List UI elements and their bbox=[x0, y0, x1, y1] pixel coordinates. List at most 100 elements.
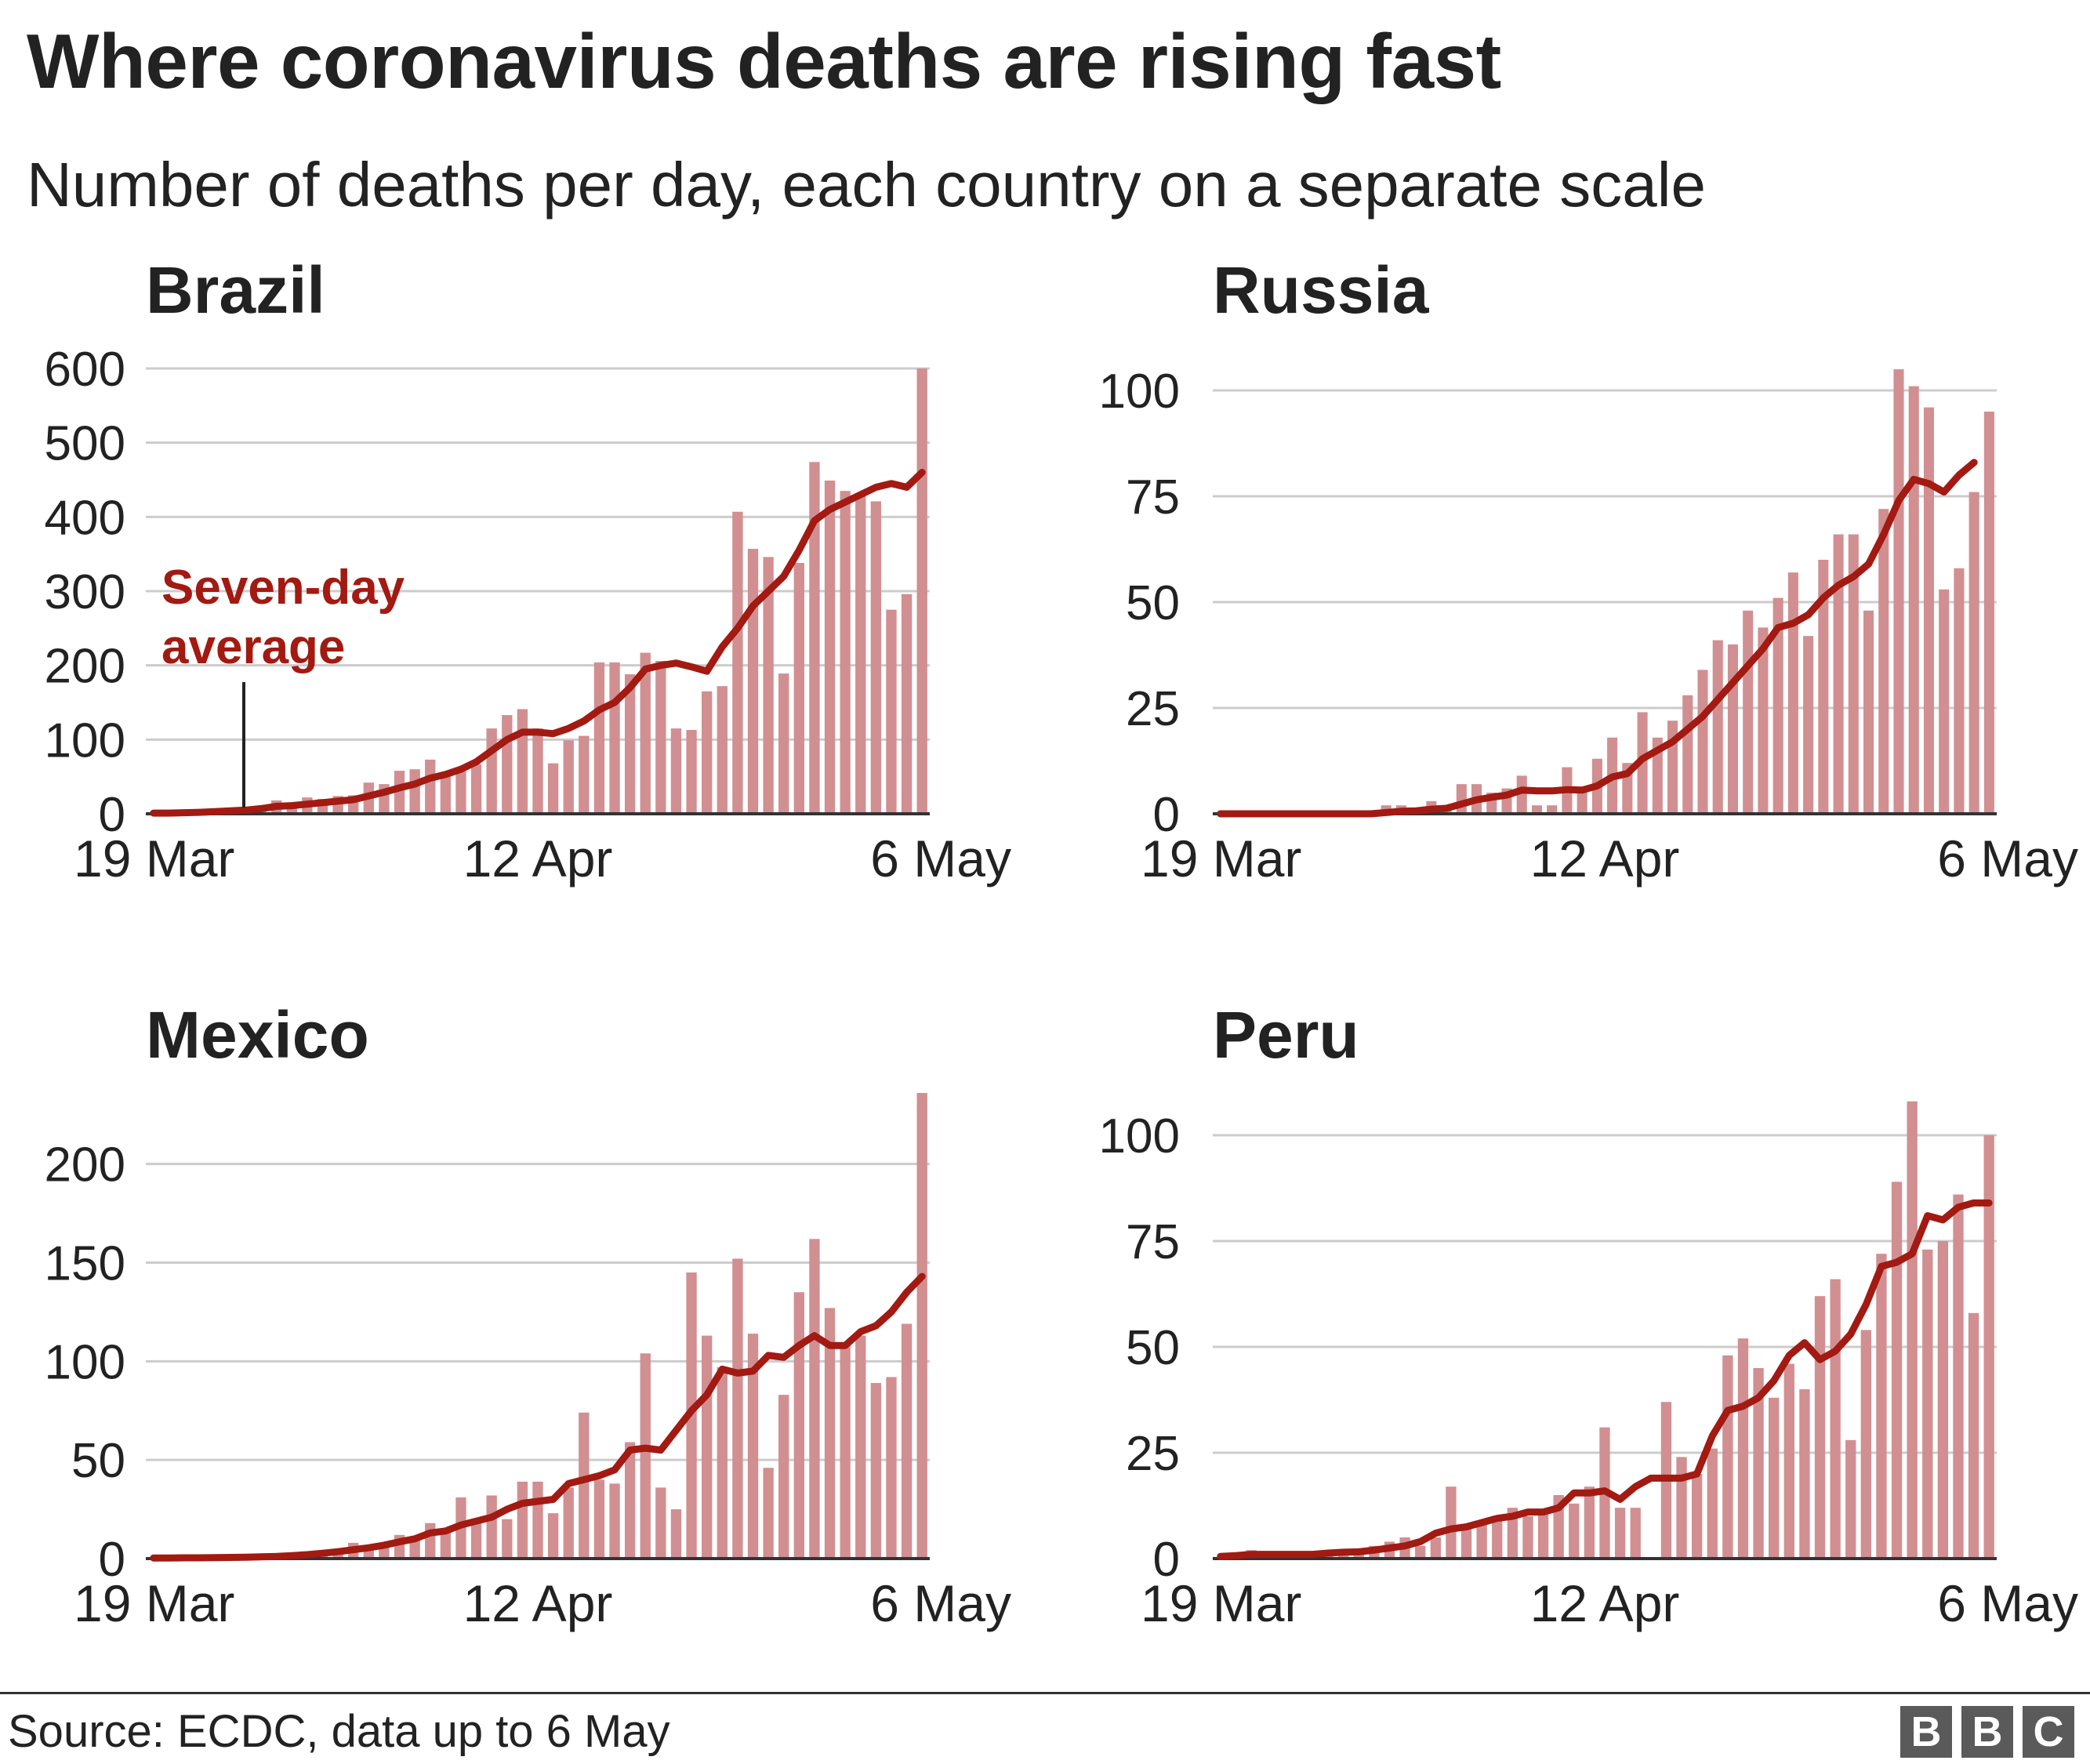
panel-peru: 0 25 50 75 100 19 Mar 12 Apr 6 May bbox=[1099, 1101, 2078, 1632]
peru-bar bbox=[1953, 1194, 1964, 1559]
russia-bar bbox=[1878, 509, 1889, 814]
brazil-bar bbox=[532, 728, 543, 814]
mexico-bar bbox=[655, 1487, 666, 1559]
y-tick-label: 0 bbox=[1153, 1533, 1180, 1587]
y-tick-label: 150 bbox=[45, 1237, 125, 1291]
bbc-logo-b2: B bbox=[1961, 1706, 2013, 1758]
y-tick-label: 25 bbox=[1126, 682, 1180, 736]
peru-bar bbox=[1707, 1448, 1718, 1559]
brazil-bar bbox=[702, 691, 713, 814]
x-tick-label: 19 Mar bbox=[74, 829, 234, 887]
x-tick-label: 12 Apr bbox=[1530, 829, 1680, 887]
mexico-bar bbox=[886, 1377, 897, 1559]
brazil-bar bbox=[901, 593, 913, 814]
mexico-bar bbox=[502, 1519, 513, 1559]
panel-title-russia: Russia bbox=[1213, 253, 1429, 327]
mexico-bar bbox=[409, 1538, 420, 1559]
russia-bar bbox=[1983, 412, 1994, 814]
brazil-bar bbox=[886, 609, 897, 814]
peru-bar bbox=[1830, 1279, 1841, 1559]
peru-bar bbox=[1799, 1389, 1810, 1559]
mexico-bar bbox=[563, 1487, 574, 1559]
annotation-line2: average bbox=[161, 620, 345, 674]
x-tick-label: 12 Apr bbox=[1530, 1574, 1680, 1632]
mexico-bar bbox=[855, 1335, 866, 1559]
x-tick-label: 19 Mar bbox=[74, 1574, 234, 1632]
y-tick-label: 0 bbox=[1153, 788, 1180, 842]
mexico-bar bbox=[470, 1523, 482, 1559]
russia-bar bbox=[1682, 695, 1693, 814]
peru-bar bbox=[1630, 1508, 1641, 1559]
peru-bar bbox=[1922, 1249, 1933, 1559]
peru-bar bbox=[1614, 1508, 1626, 1559]
bbc-logo-b1: B bbox=[1900, 1706, 1952, 1758]
brazil-bar bbox=[793, 563, 804, 814]
y-tick-label: 0 bbox=[99, 1533, 125, 1587]
peru-bar bbox=[1430, 1537, 1441, 1559]
mexico-bar bbox=[901, 1323, 913, 1559]
source-note: Source: ECDC, data up to 6 May bbox=[8, 1706, 670, 1757]
brazil-bar bbox=[502, 715, 513, 814]
russia-bar bbox=[1848, 534, 1859, 814]
y-tick-label: 75 bbox=[1126, 470, 1180, 524]
russia-bar bbox=[1456, 784, 1467, 814]
mexico-bar bbox=[670, 1509, 682, 1559]
peru-bar bbox=[1891, 1181, 1903, 1559]
mexico-bar bbox=[624, 1442, 636, 1559]
peru-bar bbox=[1507, 1508, 1519, 1559]
y-tick-label: 50 bbox=[1126, 1321, 1180, 1375]
y-tick-label: 100 bbox=[1099, 1109, 1180, 1163]
y-tick-label: 200 bbox=[45, 640, 125, 694]
mexico-bar bbox=[916, 1093, 927, 1559]
y-tick-label: 200 bbox=[45, 1138, 125, 1192]
x-tick-label: 6 May bbox=[870, 829, 1011, 887]
mexico-bar bbox=[593, 1479, 605, 1559]
brazil-bar bbox=[640, 652, 651, 814]
brazil-average-line bbox=[150, 469, 926, 817]
mexico-bar bbox=[425, 1523, 436, 1559]
peru-bar bbox=[1814, 1296, 1826, 1559]
panel-mexico: 0 50 100 150 200 19 Mar 12 Apr 6 May bbox=[45, 1093, 1011, 1632]
bbc-logo: B B C bbox=[1900, 1706, 2074, 1761]
y-tick-label: 0 bbox=[99, 788, 125, 842]
brazil-bar bbox=[870, 501, 882, 814]
russia-bar bbox=[1954, 568, 1965, 814]
brazil-bar bbox=[440, 776, 452, 814]
panel-title-brazil: Brazil bbox=[146, 253, 325, 327]
peru-average-line bbox=[1217, 1199, 1993, 1560]
peru-bar bbox=[1845, 1439, 1856, 1559]
peru-bar bbox=[1907, 1101, 1918, 1559]
mexico-bar bbox=[840, 1345, 851, 1559]
peru-bar bbox=[1569, 1503, 1580, 1559]
brazil-bar bbox=[778, 673, 789, 814]
brazil-bar bbox=[855, 495, 866, 814]
brazil-bar bbox=[824, 480, 836, 814]
peru-bar bbox=[1937, 1241, 1949, 1559]
peru-bar bbox=[1876, 1254, 1887, 1559]
russia-bar bbox=[1743, 610, 1754, 814]
peru-bar bbox=[1460, 1524, 1472, 1559]
brazil-bar bbox=[686, 730, 697, 814]
brazil-bar bbox=[916, 368, 927, 814]
mexico-bar bbox=[747, 1334, 759, 1559]
y-tick-label: 50 bbox=[71, 1434, 125, 1488]
mexico-bar bbox=[440, 1529, 452, 1559]
brazil-bar bbox=[517, 709, 528, 814]
peru-bar bbox=[1446, 1486, 1457, 1559]
mexico-bar bbox=[609, 1483, 620, 1559]
mexico-bar bbox=[517, 1481, 528, 1559]
russia-bar bbox=[1577, 788, 1587, 814]
brazil-bar bbox=[425, 759, 436, 814]
russia-bar bbox=[1712, 640, 1723, 814]
russia-bar bbox=[1531, 805, 1542, 814]
peru-bar bbox=[1415, 1545, 1426, 1559]
x-tick-label: 6 May bbox=[1937, 829, 2078, 887]
brazil-bar bbox=[763, 557, 774, 814]
russia-bar bbox=[1939, 589, 1950, 814]
russia-bar bbox=[1893, 369, 1904, 814]
seven-day-average-annotation: Seven-day average bbox=[161, 561, 405, 808]
brazil-bar bbox=[809, 462, 820, 814]
mexico-bar bbox=[579, 1412, 590, 1559]
russia-bar bbox=[1833, 534, 1844, 814]
y-tick-label: 600 bbox=[45, 343, 125, 397]
